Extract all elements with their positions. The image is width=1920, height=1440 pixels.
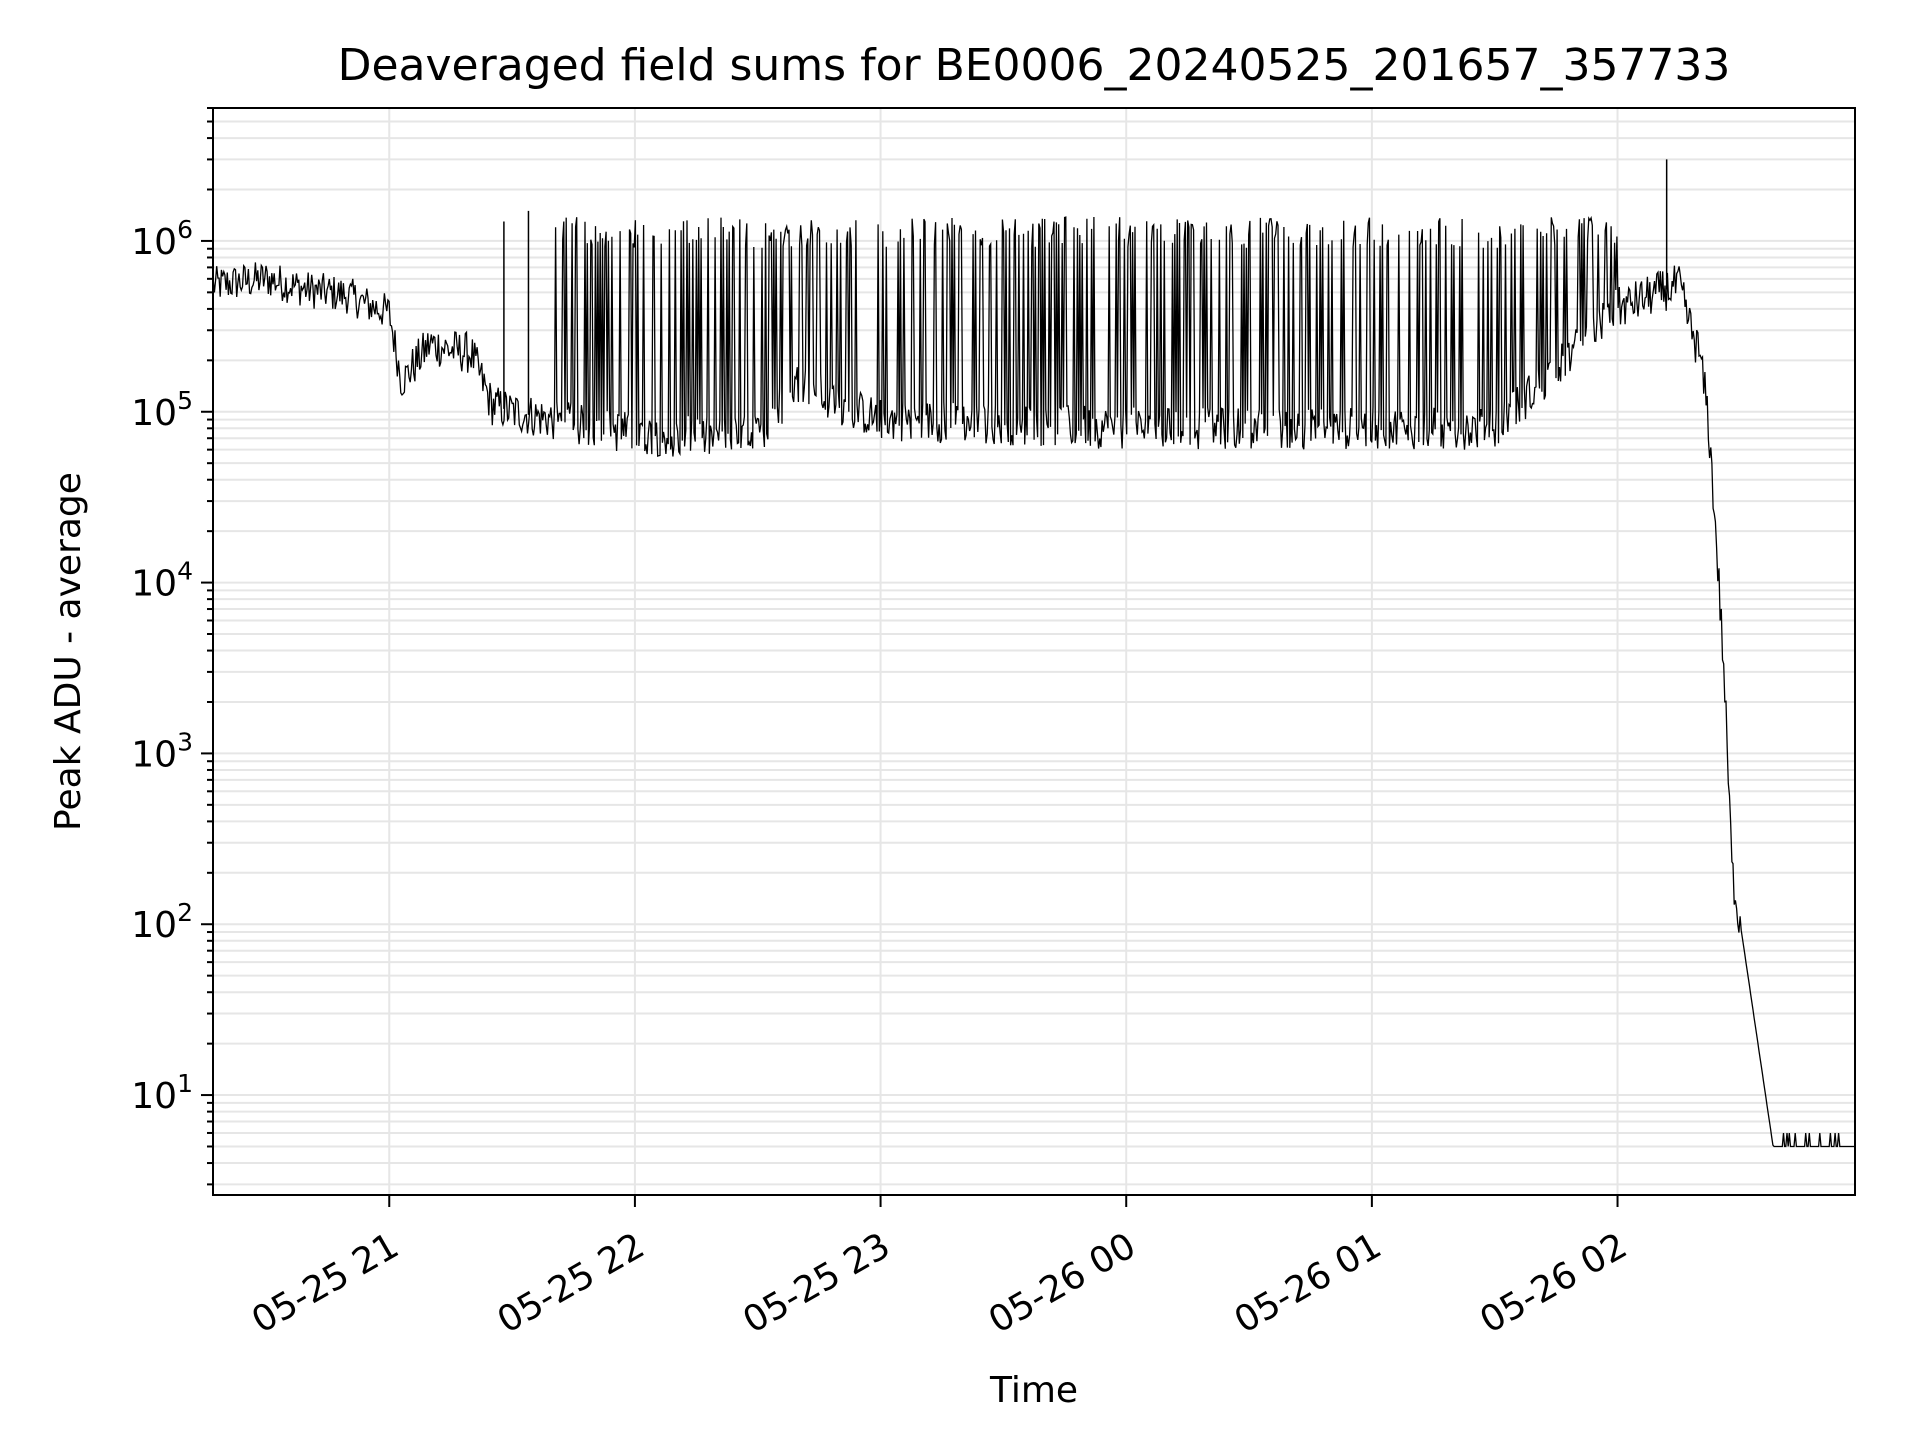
series-line	[212, 159, 1855, 1148]
x-axis-label: Time	[989, 1370, 1078, 1411]
chart-title: Deaveraged field sums for BE0006_2024052…	[338, 40, 1731, 91]
x-tick-label: 05-25 21	[245, 1225, 406, 1341]
x-tick-label: 05-26 01	[1228, 1225, 1389, 1341]
y-tick-label: 102	[131, 898, 193, 946]
y-axis-label: Peak ADU - average	[48, 472, 89, 831]
y-tick-label: 101	[131, 1069, 193, 1117]
gridlines	[213, 107, 1855, 1195]
x-tick-label: 05-26 02	[1473, 1225, 1634, 1341]
x-tick-label: 05-25 23	[736, 1225, 897, 1341]
y-tick-label: 103	[131, 727, 193, 775]
series-path	[212, 215, 1855, 1148]
x-tick-label: 05-26 00	[982, 1225, 1143, 1341]
y-tick-label: 106	[131, 215, 193, 263]
y-tick-label: 104	[131, 557, 193, 605]
x-tick-label: 05-25 22	[491, 1225, 652, 1341]
y-tick-label: 105	[131, 386, 193, 434]
